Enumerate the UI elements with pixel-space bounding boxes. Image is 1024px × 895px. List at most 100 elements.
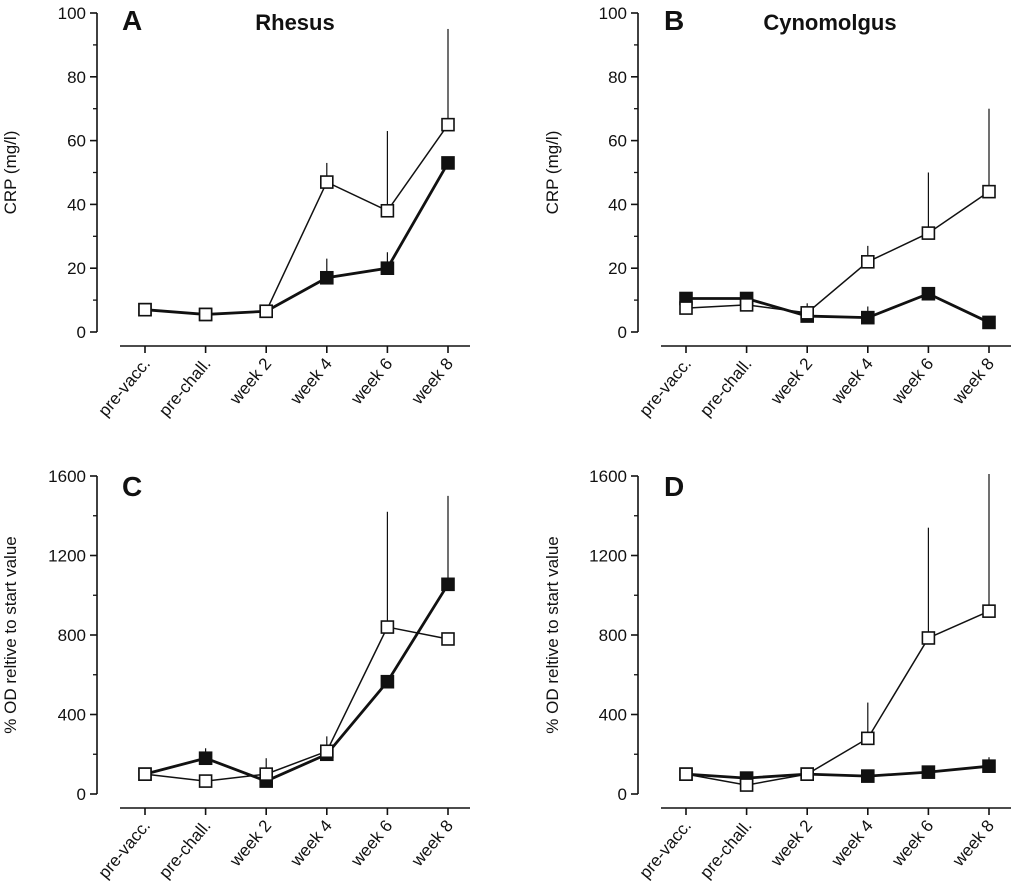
x-tick-label: week 4 — [286, 354, 336, 408]
y-tick-label: 80 — [608, 68, 627, 87]
filled-square-marker — [441, 577, 455, 592]
x-tick-label: week 8 — [948, 354, 998, 408]
y-axis-title: CRP (mg/l) — [543, 131, 562, 215]
open-square-marker — [198, 774, 213, 788]
y-tick-label: 20 — [608, 259, 627, 278]
y-tick-label: 0 — [618, 323, 627, 342]
x-tick-label: pre-chall. — [155, 816, 214, 882]
y-tick-label: 800 — [599, 626, 627, 645]
filled-square-marker — [380, 261, 395, 276]
y-tick-label: 0 — [77, 323, 86, 342]
filled-square-marker — [860, 310, 875, 325]
series-open-squares — [679, 474, 996, 792]
series-filled-squares — [679, 286, 996, 330]
series-line — [144, 124, 449, 316]
y-tick-label: 1200 — [589, 547, 627, 566]
series-line — [144, 626, 449, 782]
series-open-squares — [138, 28, 455, 322]
panel-letter: B — [664, 5, 684, 36]
series-line — [685, 610, 990, 786]
series-line — [685, 764, 990, 780]
x-tick-label: week 6 — [888, 816, 938, 870]
filled-square-marker — [982, 315, 996, 330]
open-square-marker — [860, 255, 875, 269]
x-tick-label: week 6 — [888, 354, 938, 408]
y-tick-label: 40 — [67, 195, 86, 214]
x-tick-label: pre-chall. — [155, 354, 214, 420]
x-tick-label: pre-vacc. — [636, 354, 695, 420]
x-tick-label: pre-chall. — [696, 354, 755, 420]
series-line — [144, 583, 450, 783]
open-square-marker — [800, 306, 815, 320]
y-tick-label: 60 — [67, 132, 86, 151]
open-square-marker — [259, 304, 274, 319]
filled-square-marker — [380, 674, 395, 689]
series-open-squares — [138, 511, 455, 788]
series-open-squares — [679, 108, 996, 320]
filled-square-marker — [982, 759, 996, 773]
series-filled-squares — [679, 757, 996, 785]
series-filled-squares — [138, 156, 455, 322]
open-square-marker — [921, 226, 936, 240]
open-square-marker — [380, 203, 395, 218]
y-tick-label: 400 — [58, 706, 86, 725]
panel-title: Cynomolgus — [763, 10, 896, 35]
panel-letter: C — [122, 471, 142, 502]
x-tick-label: week 8 — [407, 354, 457, 408]
series-line — [686, 292, 990, 324]
open-square-marker — [198, 307, 213, 322]
open-square-marker — [982, 604, 996, 618]
filled-square-marker — [198, 751, 213, 766]
open-square-marker — [259, 767, 274, 781]
y-axis-title: % OD reltive to start value — [1, 536, 20, 733]
y-tick-label: 800 — [58, 626, 86, 645]
y-tick-label: 1600 — [48, 467, 86, 486]
panel-letter: A — [122, 5, 142, 36]
panel-letter: D — [664, 471, 684, 502]
x-tick-label: week 8 — [407, 816, 457, 870]
y-tick-label: 60 — [608, 132, 627, 151]
open-square-marker — [679, 767, 693, 781]
y-tick-label: 0 — [77, 785, 86, 804]
open-square-marker — [138, 302, 152, 317]
x-tick-label: week 2 — [225, 816, 275, 870]
filled-square-marker — [441, 156, 455, 170]
open-square-marker — [860, 731, 875, 746]
x-tick-label: week 6 — [347, 354, 397, 408]
panel-title: Rhesus — [255, 10, 334, 35]
x-tick-label: week 2 — [766, 816, 816, 870]
y-tick-label: 20 — [67, 259, 86, 278]
y-tick-label: 0 — [618, 785, 627, 804]
open-square-marker — [982, 184, 996, 199]
open-square-marker — [800, 767, 815, 781]
open-square-marker — [319, 744, 334, 759]
x-tick-label: week 4 — [827, 816, 877, 870]
y-tick-label: 80 — [67, 68, 86, 87]
x-tick-label: week 2 — [766, 354, 816, 408]
open-square-marker — [739, 778, 754, 792]
open-square-marker — [138, 767, 152, 781]
open-square-marker — [319, 175, 334, 189]
panel-b: B Cynomolgus 0 20 40 60 80 100 pre-vacc. pre-chal… — [543, 4, 1011, 420]
filled-square-marker — [319, 270, 334, 285]
y-axis-title: % OD reltive to start value — [543, 536, 562, 733]
open-square-marker — [679, 301, 693, 315]
series-filled-squares — [138, 495, 455, 788]
y-axis-title: CRP (mg/l) — [1, 131, 20, 215]
open-square-marker — [921, 631, 936, 645]
series-line — [685, 191, 990, 314]
x-tick-label: pre-vacc. — [95, 354, 154, 420]
y-tick-label: 1200 — [48, 547, 86, 566]
series-line — [144, 162, 450, 316]
x-tick-label: pre-vacc. — [95, 816, 154, 882]
x-tick-label: pre-vacc. — [636, 816, 695, 882]
x-tick-label: week 6 — [347, 816, 397, 870]
y-tick-label: 40 — [608, 195, 627, 214]
y-tick-label: 1600 — [589, 467, 627, 486]
open-square-marker — [441, 632, 455, 646]
x-tick-label: pre-chall. — [696, 816, 755, 882]
open-square-marker — [380, 620, 395, 634]
